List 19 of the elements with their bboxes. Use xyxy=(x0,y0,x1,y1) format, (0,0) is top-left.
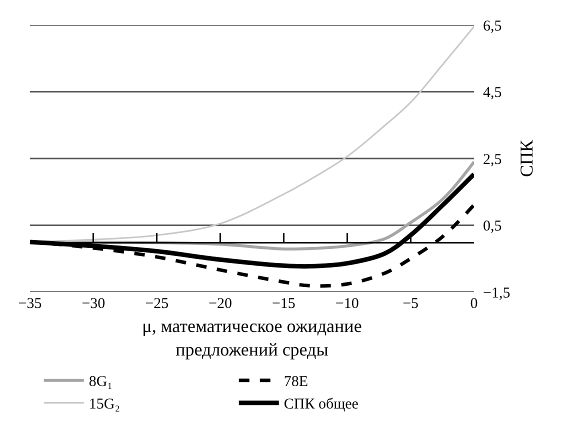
x-tick-label: −35 xyxy=(18,296,42,312)
x-tick-label: −15 xyxy=(272,296,296,312)
y-tick-label: 6,5 xyxy=(483,18,502,34)
legend-label: 15G₂ xyxy=(88,396,120,413)
y-tick-label: 2,5 xyxy=(483,152,502,168)
x-tick-label: −20 xyxy=(208,296,232,312)
y-tick-label: 4,5 xyxy=(483,85,502,101)
x-tick-label: −25 xyxy=(145,296,169,312)
y-axis-title: СПК xyxy=(516,139,536,178)
y-tick-label: 0,5 xyxy=(483,218,502,234)
x-tick-label: 0 xyxy=(470,296,478,312)
x-tick-label: −30 xyxy=(82,296,106,312)
legend-label: 8G₁ xyxy=(88,374,112,390)
x-axis-title: μ, математическое ожидание предложений среды xyxy=(142,316,362,360)
legend-label: СПК общее xyxy=(284,396,359,413)
x-tick-label: −5 xyxy=(402,296,419,312)
y-tick-label: −1,5 xyxy=(483,285,510,302)
x-tick-label: −10 xyxy=(335,296,359,312)
legend-label: 78E xyxy=(284,374,308,390)
